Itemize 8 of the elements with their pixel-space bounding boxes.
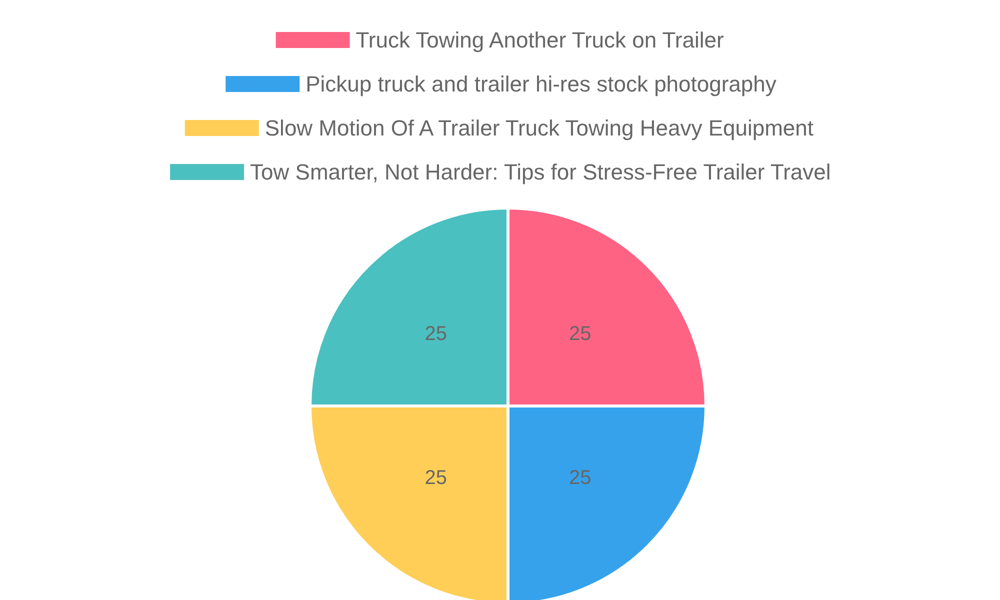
data-label: 25 xyxy=(569,467,592,490)
data-label: 25 xyxy=(424,467,447,490)
data-label: 25 xyxy=(569,322,592,345)
data-label: 25 xyxy=(424,322,447,345)
legend-label: Tow Smarter, Not Harder: Tips for Stress-Free Trailer Travel xyxy=(250,160,831,184)
legend-label: Truck Towing Another Truck on Trailer xyxy=(356,28,724,52)
legend-label: Pickup truck and trailer hi-res stock photography xyxy=(306,72,776,96)
legend-label: Slow Motion Of A Trailer Truck Towing Heavy Equipment xyxy=(264,116,814,140)
